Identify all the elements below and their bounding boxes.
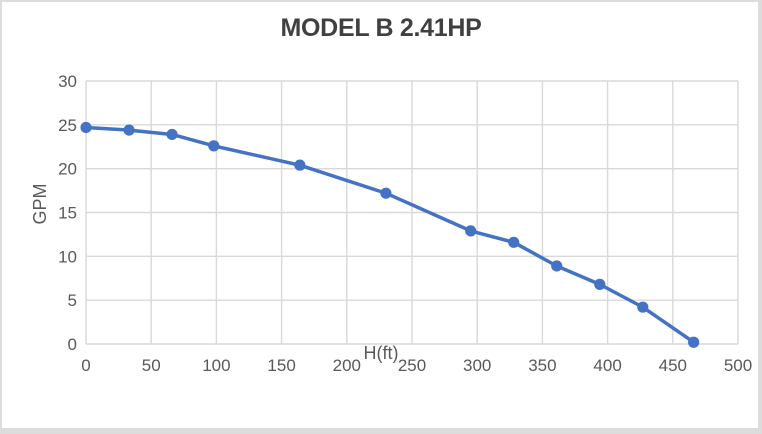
data-point-marker xyxy=(688,336,700,348)
x-tick-label: 350 xyxy=(528,356,556,375)
pump-curve-line xyxy=(84,125,696,344)
y-tick-label: 5 xyxy=(68,291,77,310)
x-tick-label: 50 xyxy=(142,356,161,375)
y-axis-title: GPM xyxy=(30,183,50,224)
data-point-marker xyxy=(637,301,649,313)
y-tick-label: 30 xyxy=(58,72,77,91)
tick-layer: 0 50 100 150 200 250 300 350 400 450 500 0 5 10 15 20 25… xyxy=(58,72,752,375)
x-tick-label: 250 xyxy=(398,356,426,375)
y-tick-label: 25 xyxy=(58,116,77,135)
data-point-marker xyxy=(465,225,477,237)
data-point-marker xyxy=(508,236,520,248)
y-tick-label: 0 xyxy=(68,335,77,354)
series-layer xyxy=(80,121,700,348)
data-point-marker xyxy=(294,159,306,171)
x-tick-label: 400 xyxy=(593,356,621,375)
x-axis-title: H(ft) xyxy=(364,343,399,363)
y-tick-label: 10 xyxy=(58,247,77,266)
y-tick-label: 20 xyxy=(58,160,77,179)
data-point-marker xyxy=(380,187,392,199)
data-point-marker xyxy=(123,124,135,136)
x-tick-label: 100 xyxy=(202,356,230,375)
data-point-marker xyxy=(80,121,92,134)
data-point-marker xyxy=(166,128,178,141)
chart-title: MODEL B 2.41HP xyxy=(280,14,482,42)
x-tick-label: 0 xyxy=(81,356,90,375)
x-tick-label: 450 xyxy=(659,356,687,375)
data-point-marker xyxy=(208,140,220,152)
x-tick-label: 150 xyxy=(267,356,295,375)
x-tick-label: 300 xyxy=(463,356,491,375)
x-tick-label: 200 xyxy=(333,356,361,375)
data-point-marker xyxy=(551,260,563,272)
y-tick-label: 15 xyxy=(58,204,77,223)
x-tick-label: 500 xyxy=(724,356,752,375)
data-point-marker xyxy=(594,278,606,290)
